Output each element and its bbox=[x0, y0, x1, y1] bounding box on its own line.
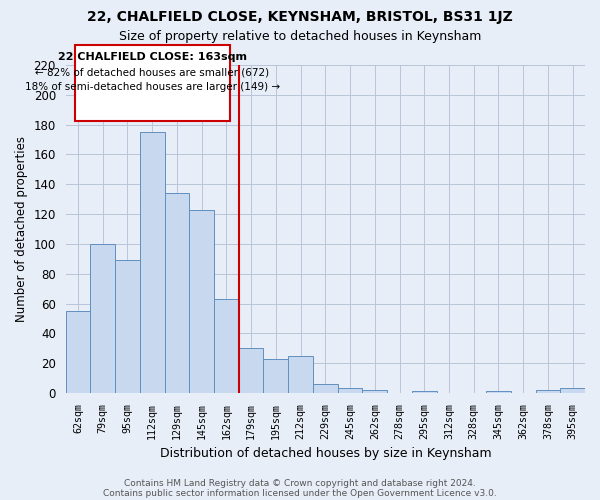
Bar bbox=[412, 392, 437, 393]
Text: 22 CHALFIELD CLOSE: 163sqm: 22 CHALFIELD CLOSE: 163sqm bbox=[58, 52, 247, 62]
Text: Contains public sector information licensed under the Open Government Licence v3: Contains public sector information licen… bbox=[103, 488, 497, 498]
Bar bbox=[486, 392, 511, 393]
Bar bbox=[239, 348, 263, 393]
X-axis label: Distribution of detached houses by size in Keynsham: Distribution of detached houses by size … bbox=[160, 447, 491, 460]
Text: Contains HM Land Registry data © Crown copyright and database right 2024.: Contains HM Land Registry data © Crown c… bbox=[124, 478, 476, 488]
Bar bbox=[164, 193, 190, 393]
Bar bbox=[288, 356, 313, 393]
Bar bbox=[190, 210, 214, 393]
Text: 18% of semi-detached houses are larger (149) →: 18% of semi-detached houses are larger (… bbox=[25, 82, 280, 92]
Text: 22, CHALFIELD CLOSE, KEYNSHAM, BRISTOL, BS31 1JZ: 22, CHALFIELD CLOSE, KEYNSHAM, BRISTOL, … bbox=[87, 10, 513, 24]
Bar bbox=[313, 384, 338, 393]
Bar bbox=[214, 299, 239, 393]
Text: Size of property relative to detached houses in Keynsham: Size of property relative to detached ho… bbox=[119, 30, 481, 43]
Bar bbox=[263, 358, 288, 393]
Bar bbox=[560, 388, 585, 393]
Bar bbox=[140, 132, 164, 393]
Text: ← 82% of detached houses are smaller (672): ← 82% of detached houses are smaller (67… bbox=[35, 68, 269, 78]
Bar bbox=[338, 388, 362, 393]
Bar bbox=[536, 390, 560, 393]
Bar bbox=[91, 244, 115, 393]
Bar bbox=[115, 260, 140, 393]
Bar bbox=[65, 311, 91, 393]
Y-axis label: Number of detached properties: Number of detached properties bbox=[15, 136, 28, 322]
Bar bbox=[362, 390, 387, 393]
